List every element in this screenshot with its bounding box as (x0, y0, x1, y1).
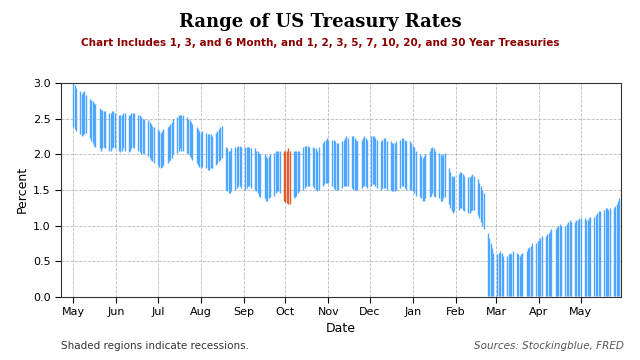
Y-axis label: Percent: Percent (15, 166, 28, 213)
Text: Sources: Stockingblue, FRED: Sources: Stockingblue, FRED (474, 341, 624, 351)
Text: Shaded regions indicate recessions.: Shaded regions indicate recessions. (61, 341, 249, 351)
X-axis label: Date: Date (326, 321, 356, 334)
Text: Chart Includes 1, 3, and 6 Month, and 1, 2, 3, 5, 7, 10, 20, and 30 Year Treasur: Chart Includes 1, 3, and 6 Month, and 1,… (81, 38, 559, 48)
Text: Range of US Treasury Rates: Range of US Treasury Rates (179, 13, 461, 31)
